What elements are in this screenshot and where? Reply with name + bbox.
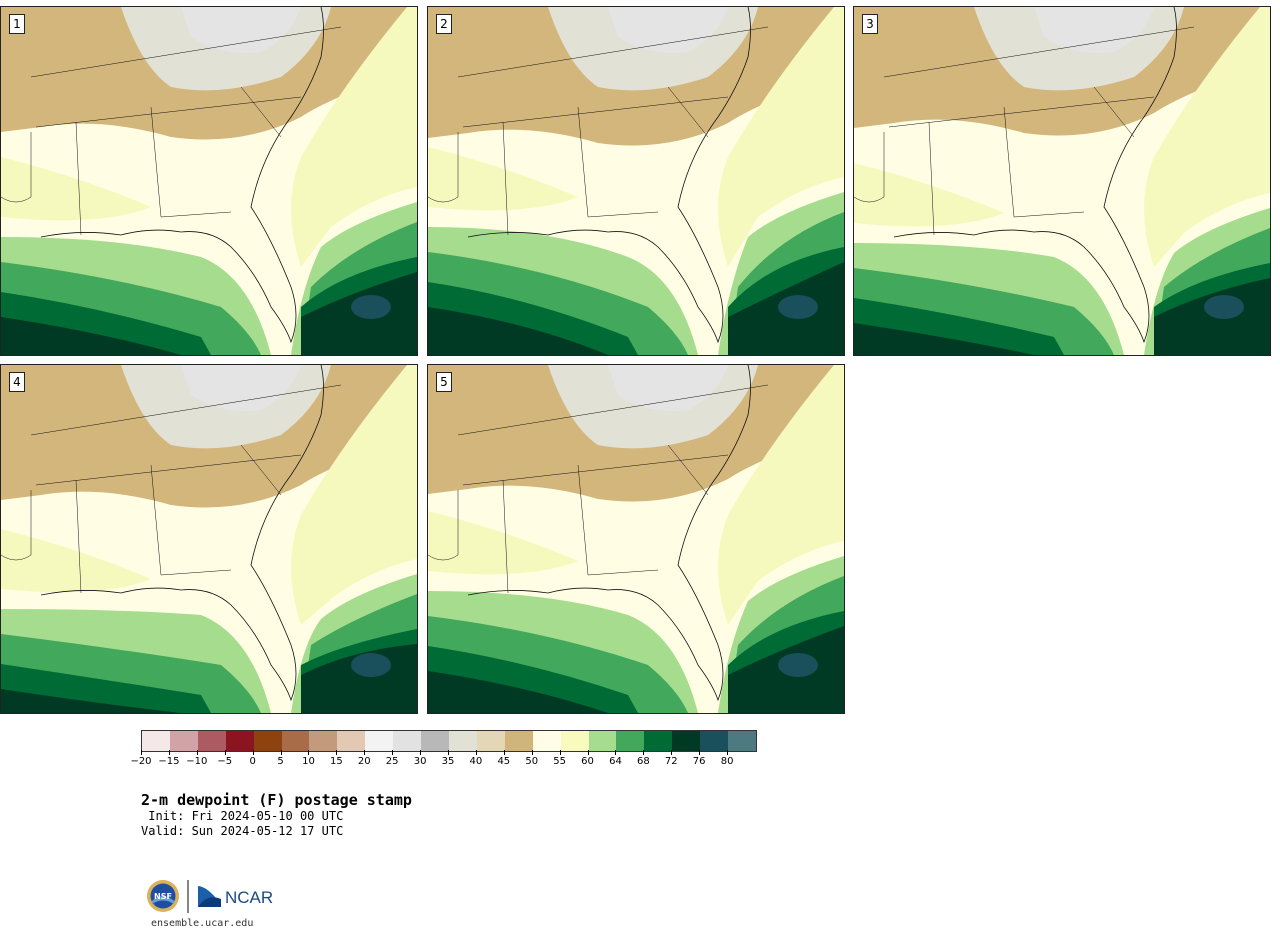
- colorbar-swatch: [421, 731, 449, 751]
- colorbar: [141, 730, 757, 752]
- colorbar-tick-mark: [252, 750, 254, 755]
- colorbar-tick-mark: [364, 750, 366, 755]
- colorbar-tick-mark: [615, 750, 617, 755]
- colorbar-tick-label: 35: [441, 756, 455, 767]
- colorbar-tick-label: 64: [609, 756, 622, 767]
- colorbar-swatch: [504, 731, 533, 751]
- init-time: Init: Fri 2024-05-10 00 UTC: [141, 809, 344, 823]
- colorbar-swatch: [644, 731, 673, 751]
- valid-time: Valid: Sun 2024-05-12 17 UTC: [141, 824, 344, 838]
- map-panel-1: 1: [0, 6, 418, 356]
- colorbar-tick-mark: [727, 750, 729, 755]
- map-panel-3: 3: [853, 6, 1271, 356]
- colorbar-tick-label: 50: [525, 756, 539, 767]
- colorbar-tick-label: 45: [497, 756, 511, 767]
- colorbar-tick-label: −15: [158, 756, 180, 767]
- colorbar-tick-mark: [392, 750, 394, 755]
- colorbar-tick-label: 55: [553, 756, 566, 767]
- map-panel-5: 5: [427, 364, 845, 714]
- colorbar-swatch: [700, 731, 729, 751]
- colorbar-ticks: −20 −15 −10 −5 0 5 10 15 20 25 30 35 40 45 50 55 60 64 68 7…: [130, 750, 757, 780]
- colorbar-swatch: [337, 731, 366, 751]
- colorbar-tick-mark: [280, 750, 282, 755]
- colorbar-tick-mark: [224, 750, 226, 755]
- colorbar-swatch: [588, 731, 617, 751]
- colorbar-tick-label: −5: [217, 756, 233, 767]
- panel-number: 2: [436, 14, 452, 34]
- colorbar-swatch: [476, 731, 505, 751]
- colorbar-tick-mark: [336, 750, 338, 755]
- colorbar-tick-mark: [475, 750, 477, 755]
- dewpoint-field: [1, 365, 417, 713]
- colorbar-tick-mark: [308, 750, 310, 755]
- colorbar-swatch: [197, 731, 226, 751]
- panel-number: 5: [436, 372, 452, 392]
- colorbar-swatch: [532, 731, 561, 751]
- colorbar-swatch: [560, 731, 589, 751]
- colorbar-tick-mark: [671, 750, 673, 755]
- colorbar-tick-mark: [643, 750, 645, 755]
- colorbar-tick-mark: [587, 750, 589, 755]
- colorbar-swatch: [169, 731, 198, 751]
- colorbar-tick-mark: [196, 750, 198, 755]
- colorbar-swatch: [448, 731, 477, 751]
- colorbar-tick-mark: [531, 750, 533, 755]
- colorbar-tick-mark: [559, 750, 561, 755]
- dewpoint-field: [1, 7, 417, 355]
- colorbar-swatch: [225, 731, 254, 751]
- dewpoint-field: [428, 7, 844, 355]
- colorbar-tick-label: 30: [413, 756, 427, 767]
- colorbar-tick-label: −10: [186, 756, 208, 767]
- panel-number: 3: [862, 14, 878, 34]
- colorbar-tick-label: 72: [664, 756, 678, 767]
- ncar-logo-text: NCAR: [225, 888, 273, 907]
- colorbar-tick-mark: [503, 750, 505, 755]
- colorbar-swatch: [393, 731, 422, 751]
- colorbar-tick-label: −20: [130, 756, 152, 767]
- colorbar-tick-label: 5: [277, 756, 284, 767]
- colorbar-tick-mark: [141, 750, 142, 755]
- colorbar-tick-label: 0: [249, 756, 256, 767]
- colorbar-swatch: [309, 731, 338, 751]
- dewpoint-field: [428, 365, 844, 713]
- dewpoint-field: [854, 7, 1270, 355]
- colorbar-tick-label: 40: [469, 756, 483, 767]
- website-url: ensemble.ucar.edu: [151, 918, 254, 929]
- colorbar-tick-label: 20: [357, 756, 371, 767]
- colorbar-swatch: [728, 731, 756, 751]
- colorbar-swatch: [365, 731, 394, 751]
- colorbar-tick-mark: [448, 750, 449, 755]
- colorbar-tick-label: 76: [692, 756, 706, 767]
- colorbar-tick-label: 68: [636, 756, 650, 767]
- colorbar-tick-label: 10: [302, 756, 315, 767]
- map-panel-4: 4: [0, 364, 418, 714]
- colorbar-swatch: [281, 731, 310, 751]
- nsf-logo-text: NSF: [154, 892, 172, 901]
- colorbar-swatch: [672, 731, 701, 751]
- colorbar-tick-mark: [420, 750, 422, 755]
- colorbar-tick-label: 60: [581, 756, 594, 767]
- colorbar-tick-label: 80: [720, 756, 734, 767]
- colorbar-swatch: [142, 731, 170, 751]
- colorbar-tick-mark: [168, 750, 170, 755]
- colorbar-tick-mark: [699, 750, 701, 755]
- colorbar-tick-label: 15: [329, 756, 343, 767]
- colorbar-tick-label: 25: [385, 756, 399, 767]
- chart-title: 2-m dewpoint (F) postage stamp: [141, 791, 412, 809]
- map-panel-2: 2: [427, 6, 845, 356]
- nsf-ncar-logo: NSF NCAR: [145, 877, 275, 917]
- colorbar-swatch: [253, 731, 282, 751]
- panel-number: 4: [9, 372, 25, 392]
- panel-number: 1: [9, 14, 25, 34]
- colorbar-swatch: [616, 731, 645, 751]
